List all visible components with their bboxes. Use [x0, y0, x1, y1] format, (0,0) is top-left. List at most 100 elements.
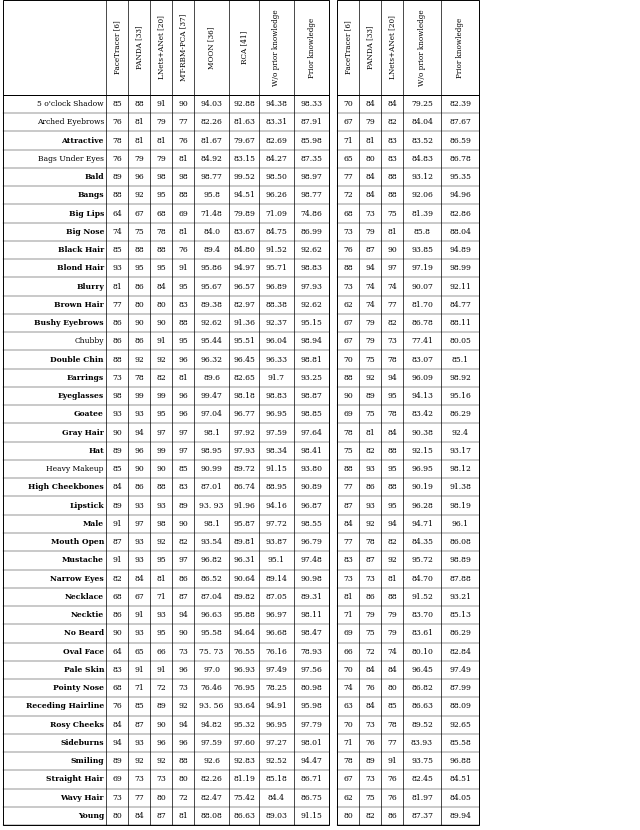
Text: 5 o'clock Shadow: 5 o'clock Shadow [37, 100, 104, 108]
Text: 90: 90 [134, 465, 144, 473]
Text: 98.18: 98.18 [233, 392, 255, 400]
Text: 88: 88 [387, 483, 397, 491]
Text: 78: 78 [134, 374, 144, 382]
Text: 83.67: 83.67 [233, 228, 255, 236]
Text: Attractive: Attractive [61, 137, 104, 144]
Text: 94: 94 [387, 520, 397, 528]
Text: 69: 69 [178, 210, 188, 217]
Text: 92: 92 [156, 757, 166, 765]
Text: 76: 76 [112, 702, 122, 710]
Text: 91: 91 [134, 666, 144, 674]
Text: 88: 88 [387, 173, 397, 181]
Text: 95.67: 95.67 [200, 283, 223, 290]
Text: 95.32: 95.32 [233, 720, 255, 729]
Text: 87.01: 87.01 [200, 483, 223, 491]
Text: 85.58: 85.58 [449, 739, 471, 747]
Text: 93: 93 [112, 265, 122, 272]
Text: 62: 62 [343, 300, 353, 309]
Text: 65: 65 [134, 647, 144, 656]
Text: 78: 78 [343, 757, 353, 765]
Text: 89.14: 89.14 [266, 574, 287, 583]
Text: 97: 97 [178, 556, 188, 564]
Text: Double Chin: Double Chin [51, 355, 104, 364]
Text: 96: 96 [178, 392, 188, 400]
Text: 85: 85 [134, 702, 144, 710]
Text: 92.4: 92.4 [451, 428, 468, 437]
Text: 76.95: 76.95 [233, 684, 255, 692]
Text: 85.1: 85.1 [451, 355, 468, 364]
Text: 94: 94 [112, 739, 122, 747]
Text: 98.83: 98.83 [301, 265, 323, 272]
Text: 80.98: 80.98 [301, 684, 323, 692]
Text: 92: 92 [365, 374, 375, 382]
Text: 97.49: 97.49 [449, 666, 471, 674]
Text: 79: 79 [365, 119, 375, 126]
Text: 96: 96 [134, 447, 144, 455]
Text: 82.45: 82.45 [411, 775, 433, 784]
Text: 75: 75 [134, 228, 144, 236]
Text: 91.52: 91.52 [411, 593, 433, 601]
Text: 97.93: 97.93 [301, 283, 323, 290]
Text: 84: 84 [134, 812, 144, 820]
Text: 84.05: 84.05 [449, 793, 471, 802]
Text: 96.45: 96.45 [233, 355, 255, 364]
Text: 88: 88 [112, 355, 122, 364]
Text: 82.65: 82.65 [233, 374, 255, 382]
Text: 77: 77 [178, 119, 188, 126]
Text: 93: 93 [156, 611, 166, 619]
Text: 79: 79 [387, 611, 397, 619]
Text: 95: 95 [156, 556, 166, 564]
Text: 91: 91 [178, 265, 188, 272]
Text: 96.57: 96.57 [233, 283, 255, 290]
Text: 86: 86 [365, 483, 375, 491]
Text: 86.71: 86.71 [301, 775, 323, 784]
Text: 67: 67 [134, 210, 144, 217]
Text: RCA [41]: RCA [41] [240, 31, 248, 64]
Text: 96.33: 96.33 [266, 355, 287, 364]
Text: 90.38: 90.38 [411, 428, 433, 437]
Text: 96: 96 [178, 739, 188, 747]
Text: 75: 75 [365, 793, 375, 802]
Text: 70: 70 [343, 666, 353, 674]
Text: 84: 84 [365, 702, 375, 710]
Text: 92: 92 [365, 520, 375, 528]
Text: 73: 73 [343, 228, 353, 236]
Text: 64: 64 [112, 647, 122, 656]
Text: 82.97: 82.97 [233, 300, 255, 309]
Text: Necktie: Necktie [71, 611, 104, 619]
Text: 73: 73 [365, 720, 375, 729]
Text: 74: 74 [365, 300, 375, 309]
Text: 97.79: 97.79 [301, 720, 323, 729]
Text: 89.38: 89.38 [200, 300, 223, 309]
Text: 88.38: 88.38 [266, 300, 287, 309]
Text: 85: 85 [112, 247, 122, 254]
Text: 98.97: 98.97 [301, 173, 323, 181]
Text: 84: 84 [134, 574, 144, 583]
Text: 96.89: 96.89 [266, 283, 287, 290]
Text: 92.15: 92.15 [411, 447, 433, 455]
Text: 90.64: 90.64 [233, 574, 255, 583]
Text: 86: 86 [134, 483, 144, 491]
Text: 71: 71 [343, 739, 353, 747]
Text: 98.01: 98.01 [301, 739, 323, 747]
Text: 94: 94 [387, 374, 397, 382]
Text: 98: 98 [156, 173, 166, 181]
Text: 96.79: 96.79 [301, 538, 323, 546]
Text: 96.1: 96.1 [451, 520, 468, 528]
Text: 95.15: 95.15 [301, 319, 323, 327]
Text: 80: 80 [365, 155, 375, 163]
Text: 79: 79 [365, 611, 375, 619]
Text: 81: 81 [156, 574, 166, 583]
Text: 73: 73 [178, 647, 188, 656]
Text: 63: 63 [343, 702, 353, 710]
Text: 90.07: 90.07 [411, 283, 433, 290]
Text: 88.95: 88.95 [266, 483, 287, 491]
Text: 81.97: 81.97 [411, 793, 433, 802]
Text: 86.99: 86.99 [301, 228, 323, 236]
Text: 95: 95 [134, 265, 144, 272]
Text: 81: 81 [178, 812, 188, 820]
Text: 72: 72 [365, 647, 375, 656]
Text: 98.1: 98.1 [203, 520, 220, 528]
Text: 96.87: 96.87 [301, 501, 323, 510]
Text: 93. 56: 93. 56 [199, 702, 224, 710]
